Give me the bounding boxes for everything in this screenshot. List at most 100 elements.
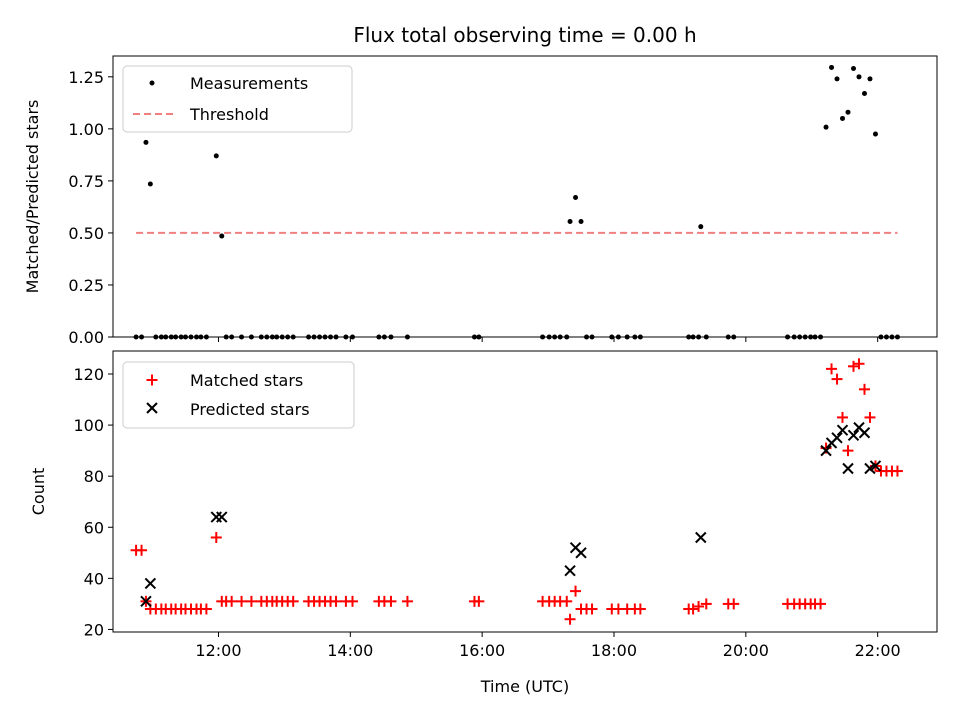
- matched-stars-point: [245, 595, 257, 607]
- matched-stars-point: [864, 411, 876, 423]
- measurements-legend-marker: [149, 80, 155, 86]
- measurement-point: [823, 124, 829, 130]
- matched-stars-point: [826, 363, 838, 375]
- measurement-point: [219, 233, 225, 239]
- count-legend-box: [122, 361, 355, 429]
- predicted-stars-point: [847, 429, 860, 442]
- matched-stars-point: [347, 595, 359, 607]
- predicted-stars-point: [836, 424, 849, 436]
- measurement-point: [573, 195, 579, 201]
- ratio-y-tick-label: 1.00: [68, 120, 104, 139]
- count-y-axis-label: Count: [29, 468, 48, 516]
- ratio-panel: 0.00 0.25 0.50 0.75 1.00 1.25 Matched/Predict…: [23, 55, 938, 347]
- ratio-y-tick-label: 0.00: [68, 328, 104, 347]
- count-panel: 20 40 60 80 100 120 12:00 14:00 16:00 18:00 20:00…: [29, 350, 938, 696]
- measurement-point: [698, 224, 704, 230]
- ratio-y-tick-label: 0.50: [68, 224, 104, 243]
- measurement-point: [834, 76, 840, 82]
- matched-stars-point: [564, 613, 576, 625]
- measurement-point: [147, 181, 153, 187]
- matched-stars-point: [815, 598, 827, 610]
- matched-stars-point: [687, 603, 699, 615]
- matched-stars-point: [586, 603, 598, 615]
- ratio-legend: Measurements Threshold: [122, 65, 353, 133]
- ratio-x-axis: [217, 337, 879, 342]
- measurement-point: [845, 109, 851, 115]
- ratio-y-tick-label: 1.25: [68, 68, 104, 87]
- measurement-point: [867, 76, 873, 82]
- predicted-stars-point: [858, 427, 871, 439]
- matched-stars-point: [693, 600, 705, 612]
- count-y-tick-label: 120: [73, 365, 104, 384]
- matched-stars-point: [634, 603, 646, 615]
- ratio-y-tick-label: 0.25: [68, 276, 104, 295]
- measurement-point: [851, 65, 857, 71]
- measurement-point: [856, 74, 862, 80]
- matched-stars-point: [831, 373, 843, 385]
- matched-stars-point: [385, 595, 397, 607]
- measurement-point: [578, 218, 584, 224]
- predicted-stars-legend-glyph: [146, 402, 158, 414]
- predicted-stars-point: [216, 511, 228, 523]
- matched-stars-point: [200, 603, 212, 615]
- predicted-stars-point: [869, 460, 882, 472]
- count-y-tick-label: 60: [84, 518, 104, 537]
- count-x-axis: 12:00 14:00 16:00 18:00 20:00 22:00: [195, 632, 901, 660]
- count-y-axis: 20 40 60 80 100 120: [73, 365, 113, 639]
- predicted-stars-point: [820, 444, 832, 457]
- x-axis-label: Time (UTC): [480, 677, 569, 696]
- matched-stars-point: [570, 585, 582, 597]
- matched-stars-point: [287, 595, 299, 607]
- matched-stars-legend-label: Matched stars: [190, 371, 303, 390]
- matched-stars-legend-glyph: [146, 374, 158, 386]
- predicted-stars-point: [695, 531, 707, 544]
- threshold-legend-label: Threshold: [189, 105, 269, 124]
- count-axes-frame: [112, 350, 938, 633]
- count-legend: Matched stars Predicted stars: [122, 361, 355, 429]
- matched-stars-point: [842, 445, 854, 457]
- matched-stars-point: [891, 465, 903, 477]
- matched-stars-point: [561, 595, 573, 607]
- predicted-stars-point: [144, 577, 157, 590]
- matched-stars-point: [210, 531, 222, 543]
- measurement-point: [861, 90, 867, 96]
- matched-stars-point: [236, 595, 248, 607]
- x-tick-label: 14:00: [327, 641, 373, 660]
- matched-stars-point: [226, 595, 238, 607]
- matched-stars-point: [700, 598, 712, 610]
- ratio-legend-box: [122, 65, 353, 133]
- matched-stars-point: [858, 383, 870, 395]
- chart-title: Flux total observing time = 0.00 h: [353, 23, 696, 47]
- x-tick-label: 16:00: [459, 641, 505, 660]
- predicted-stars-legend-label: Predicted stars: [190, 400, 310, 419]
- count-y-tick-label: 100: [73, 416, 104, 435]
- matched-stars-point: [136, 544, 148, 556]
- x-tick-label: 22:00: [855, 641, 901, 660]
- count-y-tick-label: 20: [84, 620, 104, 639]
- measurement-point: [213, 153, 219, 159]
- predicted-stars-point: [831, 432, 843, 444]
- measurement-point: [872, 131, 878, 137]
- predicted-stars-point: [210, 511, 222, 523]
- matched-stars-point: [728, 598, 740, 610]
- x-tick-label: 18:00: [591, 641, 637, 660]
- predicted-stars-point: [564, 564, 576, 577]
- matched-stars-point: [853, 358, 865, 370]
- matched-stars-point: [473, 595, 485, 607]
- matched-stars-point: [837, 411, 849, 423]
- count-y-tick-label: 40: [84, 569, 104, 588]
- count-plot-area: [130, 358, 903, 625]
- count-y-tick-label: 80: [84, 467, 104, 486]
- predicted-stars-point: [140, 595, 152, 608]
- matched-stars-point: [401, 595, 413, 607]
- measurement-point: [567, 218, 573, 224]
- ratio-axes-frame: [112, 55, 938, 338]
- ratio-y-axis-label: Matched/Predicted stars: [23, 100, 42, 294]
- predicted-stars-legend-marker: [146, 402, 158, 414]
- matched-stars-legend-marker: [146, 374, 158, 386]
- measurement-point: [829, 64, 835, 70]
- predicted-stars-point: [575, 547, 587, 559]
- x-tick-label: 12:00: [195, 641, 241, 660]
- ratio-y-axis: 0.00 0.25 0.50 0.75 1.00 1.25: [68, 68, 113, 347]
